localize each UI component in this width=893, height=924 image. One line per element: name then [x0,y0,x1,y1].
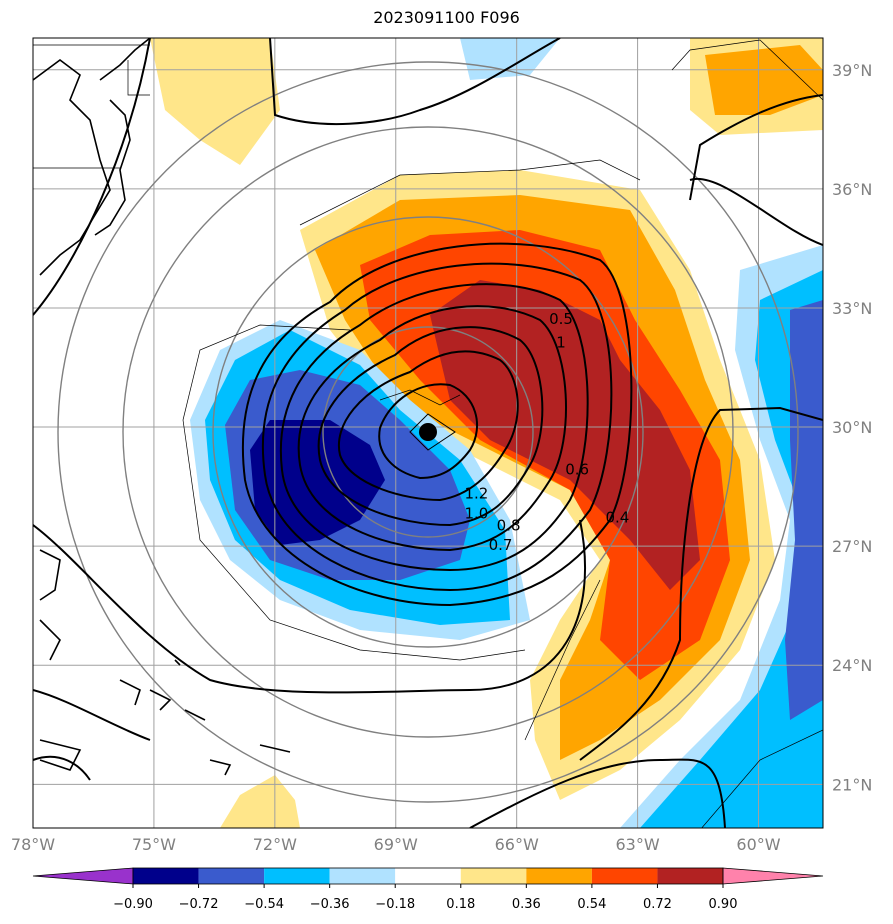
lon-tick-label: 63°W [615,835,659,854]
colorbar-tick-label: −0.18 [375,897,415,912]
thin-contours [182,39,823,828]
colorbar-swatch [591,868,658,884]
range-rings [57,61,799,803]
colorbar-swatch [329,868,396,884]
lon-tick-label: 69°W [374,835,418,854]
colorbar-tick-label: 0.36 [512,897,541,912]
plot-frame [32,37,824,829]
colorbar-extend-low [32,867,134,885]
lon-tick-label: 72°W [253,835,297,854]
latitude-labels: 21°N 24°N 27°N 30°N 33°N 36°N 39°N [832,61,872,795]
map-title: 2023091100 F096 [373,8,520,27]
lon-tick-label: 60°W [736,835,780,854]
contour-label: 0.5 [549,310,573,328]
colorbar-tick-label: 0.18 [446,897,475,912]
colorbar-tick-label: 0.90 [709,897,738,912]
colorbar-swatch [395,868,461,884]
colorbar-tick-label: −0.90 [113,897,153,912]
colorbar-tick-label: 0.72 [643,897,672,912]
contour-label: 0.4 [606,508,630,526]
colorbar-swatch [133,868,199,884]
shaded-field [150,38,823,828]
lat-tick-label: 33°N [832,299,872,318]
contour-label: 0.8 [497,516,521,534]
longitude-labels: 78°W 75°W 72°W 69°W 66°W 63°W 60°W [11,835,781,854]
coastline [33,38,291,776]
contour-label: 0.7 [489,536,513,554]
lon-tick-label: 66°W [495,835,539,854]
colorbar-swatch [460,868,527,884]
colorbar-tick-label: 0.54 [577,897,606,912]
colorbar: −0.90 −0.72 −0.54 −0.36 −0.18 0.18 0.36 0.54 0.7… [32,867,824,912]
contour-label: 1.0 [464,504,488,522]
lat-tick-label: 24°N [832,656,872,675]
lat-tick-label: 39°N [832,61,872,80]
colorbar-swatch [264,868,330,884]
lat-tick-label: 36°N [832,180,872,199]
contours [33,38,823,828]
colorbar-tick-label: −0.36 [310,897,350,912]
colorbar-swatch [526,868,592,884]
lon-tick-label: 75°W [132,835,176,854]
contour-label: 1 [556,334,566,352]
colorbar-tick-label: −0.72 [179,897,219,912]
colorbar-swatch [198,868,265,884]
lat-tick-label: 21°N [832,775,872,794]
colorbar-extend-high [722,867,824,885]
state-borders [33,44,150,169]
lat-tick-label: 27°N [832,537,872,556]
colorbar-swatch [657,868,723,884]
lat-tick-label: 30°N [832,418,872,437]
contour-label: 0.6 [565,461,589,479]
storm-center-marker [419,423,437,441]
contour-label: 1.2 [464,485,488,503]
lon-tick-label: 78°W [11,835,55,854]
colorbar-tick-label: −0.54 [244,897,284,912]
colorbar-outline [132,867,724,885]
contour-labels: 1.21.0 0.8 0.7 0.5 1 0.6 0.4 [464,310,629,554]
